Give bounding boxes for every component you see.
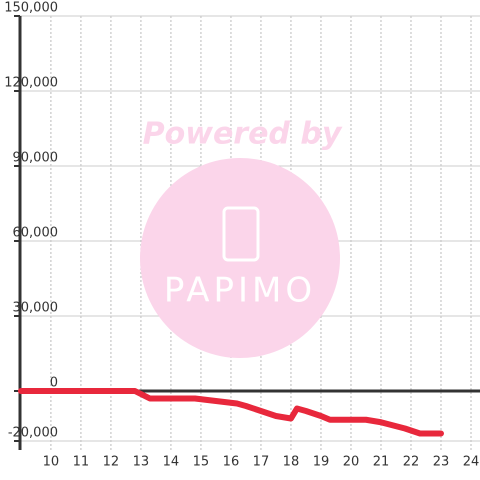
- x-tick-label: 13: [133, 455, 150, 470]
- watermark-logo: PAPIMO: [164, 271, 316, 311]
- x-tick-label: 18: [283, 455, 300, 470]
- x-tick-label: 20: [343, 455, 360, 470]
- watermark-phone: [222, 206, 260, 262]
- x-tick-label: 12: [103, 455, 120, 470]
- y-tick-label: -20,000: [8, 426, 58, 441]
- x-tick-label: 16: [223, 455, 240, 470]
- x-tick-label: 22: [403, 455, 420, 470]
- y-tick-label: 0: [50, 376, 58, 391]
- x-tick-label: 19: [313, 455, 330, 470]
- x-tick-label: 21: [373, 455, 390, 470]
- x-tick-label: 15: [193, 455, 210, 470]
- y-tick-label: 60,000: [13, 226, 59, 241]
- x-tick-label: 17: [253, 455, 270, 470]
- y-tick-label: 30,000: [13, 301, 59, 316]
- line: [17, 388, 444, 437]
- x-tick-label: 14: [163, 455, 180, 470]
- watermark-text: Powered by: [143, 117, 343, 152]
- x-tick-label: 23: [433, 455, 450, 470]
- watermark-circle: [140, 158, 340, 358]
- x-tick-label: 11: [73, 455, 90, 470]
- y-tick-label: 90,000: [13, 151, 59, 166]
- x-tick-label: 24: [463, 455, 480, 470]
- watermark: Powered by PAPIMO: [140, 117, 343, 358]
- x-tick-label: 10: [43, 455, 60, 470]
- y-tick-label: 150,000: [4, 1, 58, 16]
- y-tick-label: 120,000: [4, 76, 58, 91]
